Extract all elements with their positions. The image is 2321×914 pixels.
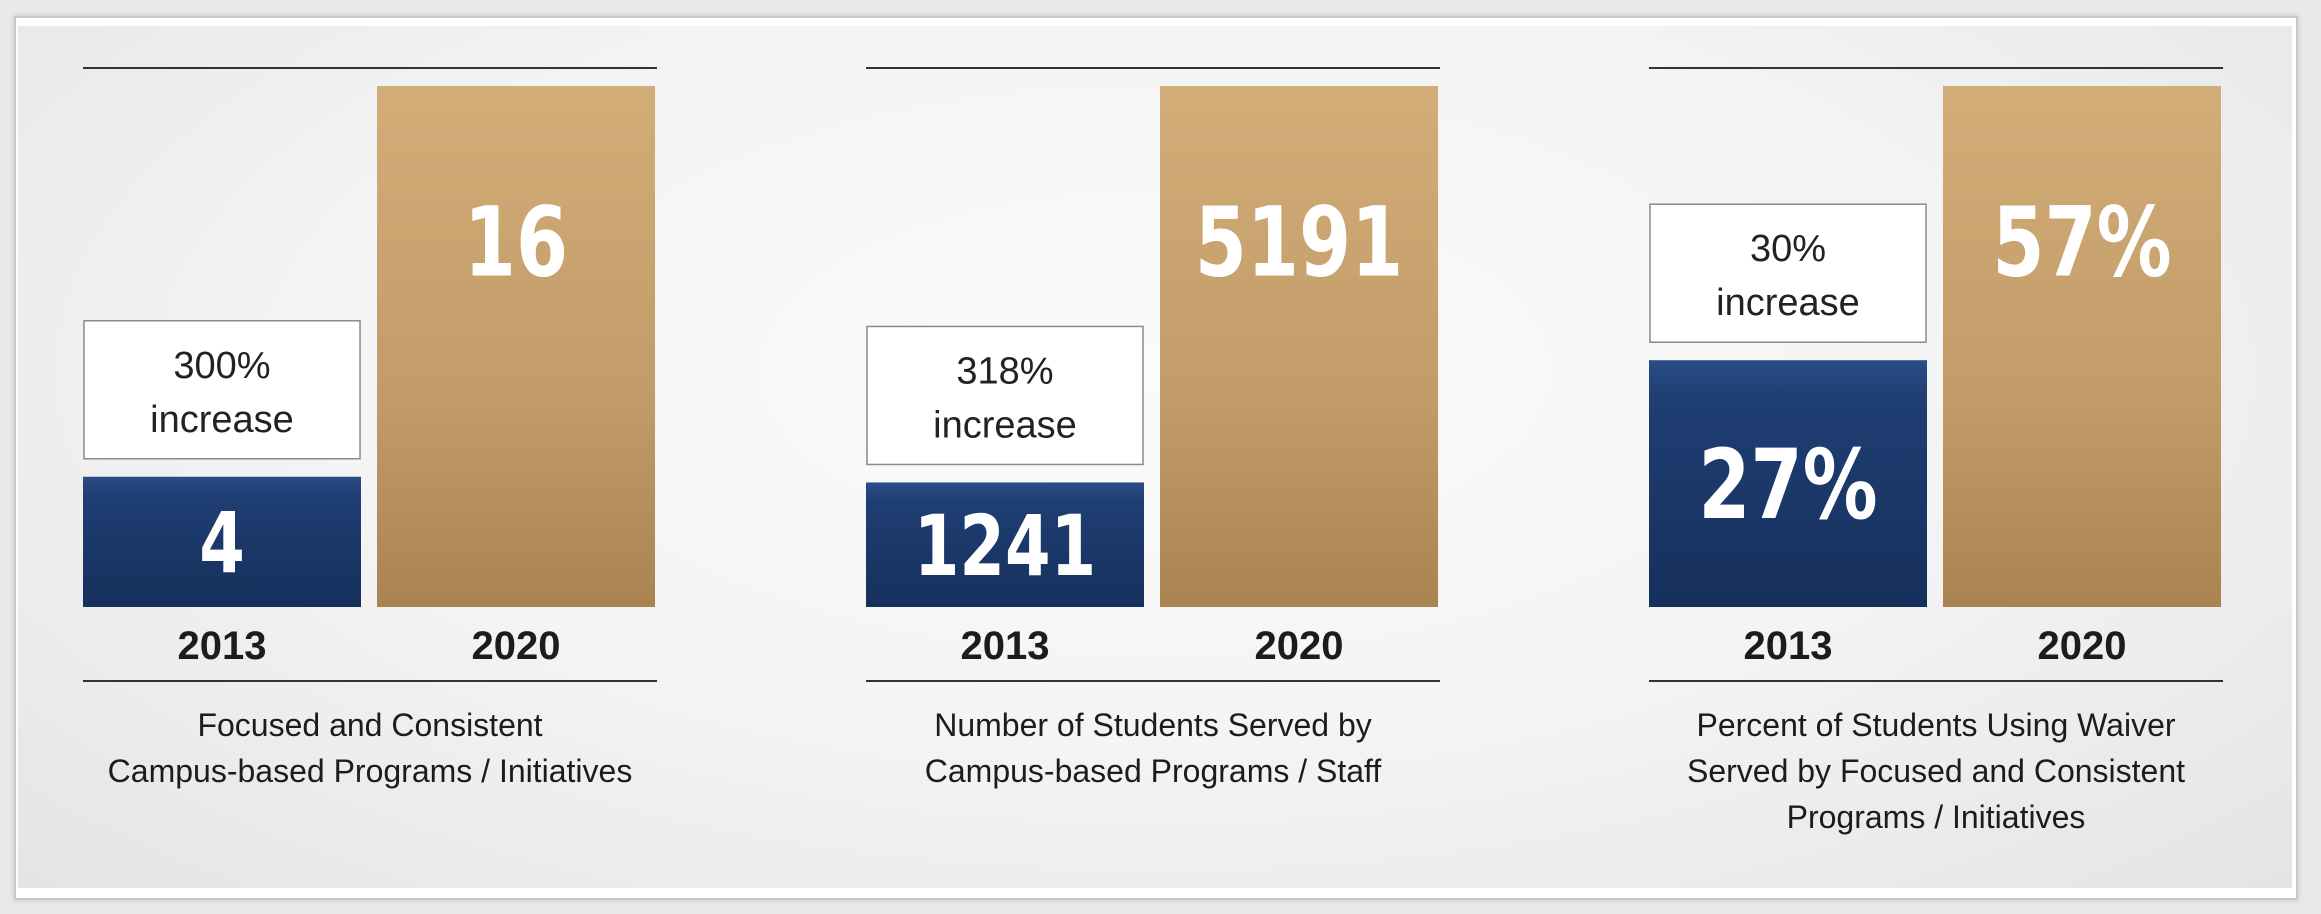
increase-callout [866,325,1144,466]
value-label: 4 [199,494,245,592]
caption-line: Number of Students Served by [934,707,1372,743]
bar-2020 [377,86,655,607]
bar-2013 [866,482,1144,607]
increase-callout [83,320,361,460]
bar-2013 [1649,360,1927,607]
callout-label: increase [150,399,294,441]
caption-line: Percent of Students Using Waiver [1696,707,2175,743]
caption-line: Campus-based Programs / Staff [925,753,1382,789]
bar-2020 [1160,86,1438,607]
caption-line: Campus-based Programs / Initiatives [108,753,633,789]
year-label: 2013 [961,624,1050,668]
year-label: 2013 [178,624,267,668]
value-label: 16 [464,187,568,299]
value-label: 57% [1992,187,2171,299]
increase-callout [1649,203,1927,343]
year-label: 2020 [2038,624,2127,668]
value-label: 27% [1698,430,1877,542]
bar-2020 [1943,86,2221,607]
value-label: 5191 [1195,187,1403,299]
caption-line: Focused and Consistent [197,707,542,743]
year-label: 2020 [472,624,561,668]
callout-percent: 300% [173,345,270,387]
year-label: 2013 [1744,624,1833,668]
callout-label: increase [1716,282,1860,324]
year-label: 2020 [1255,624,1344,668]
callout-percent: 30% [1750,228,1826,270]
caption-line: Programs / Initiatives [1787,799,2086,835]
caption-line: Served by Focused and Consistent [1687,753,2185,789]
bar-2013 [83,476,361,607]
callout-label: increase [933,404,1077,446]
callout-percent: 318% [956,350,1053,392]
value-label: 1241 [914,497,1096,595]
